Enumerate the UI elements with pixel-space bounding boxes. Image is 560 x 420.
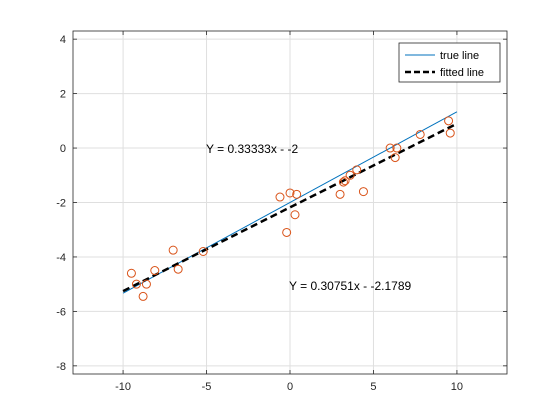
- data-point-marker: [126, 268, 136, 278]
- x-tick-label: -5: [202, 381, 212, 393]
- legend-true-line-label: true line: [440, 50, 479, 62]
- data-point-marker: [385, 143, 395, 153]
- y-tick-labels: -8 -6 -4 -2 0 2 4: [56, 34, 66, 373]
- data-point-marker: [173, 264, 183, 274]
- y-tick-label: -6: [56, 306, 66, 318]
- y-tick-label: -8: [56, 361, 66, 373]
- y-tick-label: 2: [60, 89, 66, 101]
- data-point-marker: [290, 210, 300, 220]
- x-tick-label: 5: [370, 381, 376, 393]
- x-tick-marks: [122, 31, 458, 374]
- data-point-marker: [444, 116, 454, 126]
- data-point-marker: [168, 245, 178, 255]
- y-tick-label: -2: [56, 198, 66, 210]
- x-tick-label: 10: [451, 381, 463, 393]
- data-point-marker: [138, 291, 148, 301]
- annotation-true-equation: Y = 0.33333x - -2: [206, 142, 299, 156]
- y-tick-label: -4: [56, 252, 66, 264]
- y-tick-marks: [73, 38, 507, 367]
- data-point-marker: [352, 165, 362, 175]
- data-point-marker: [282, 227, 292, 237]
- legend-fitted-line-label: fitted line: [440, 67, 484, 79]
- data-point-marker: [198, 247, 208, 256]
- data-point-marker: [285, 188, 295, 198]
- x-tick-label: 0: [287, 381, 293, 393]
- data-point-marker: [338, 177, 348, 187]
- data-point-marker: [292, 189, 302, 199]
- data-point-marker: [150, 266, 160, 276]
- x-tick-labels: -10 -5 0 5 10: [115, 381, 463, 393]
- data-point-marker: [275, 192, 285, 202]
- x-tick-label: -10: [115, 381, 131, 393]
- data-point-marker: [390, 153, 400, 163]
- grid-lines: [73, 31, 507, 374]
- legend: true line fitted line: [398, 42, 501, 83]
- axes-box: [72, 30, 508, 375]
- legend-box: [398, 42, 501, 83]
- data-point-marker: [335, 189, 345, 199]
- data-point-marker: [345, 170, 355, 180]
- data-point-marker: [415, 129, 425, 139]
- true-line: [122, 111, 458, 294]
- series-layer: [122, 111, 458, 301]
- y-tick-label: 0: [60, 143, 66, 155]
- y-tick-label: 4: [60, 34, 66, 46]
- fitted-line: [122, 122, 458, 293]
- data-point-marker: [131, 279, 141, 289]
- data-point-marker: [340, 176, 350, 186]
- annotation-fitted-equation: Y = 0.30751x - -2.1789: [289, 279, 412, 293]
- data-point-marker: [358, 187, 368, 197]
- data-point-marker: [141, 279, 151, 289]
- data-point-marker: [445, 128, 455, 138]
- data-point-marker: [392, 143, 402, 153]
